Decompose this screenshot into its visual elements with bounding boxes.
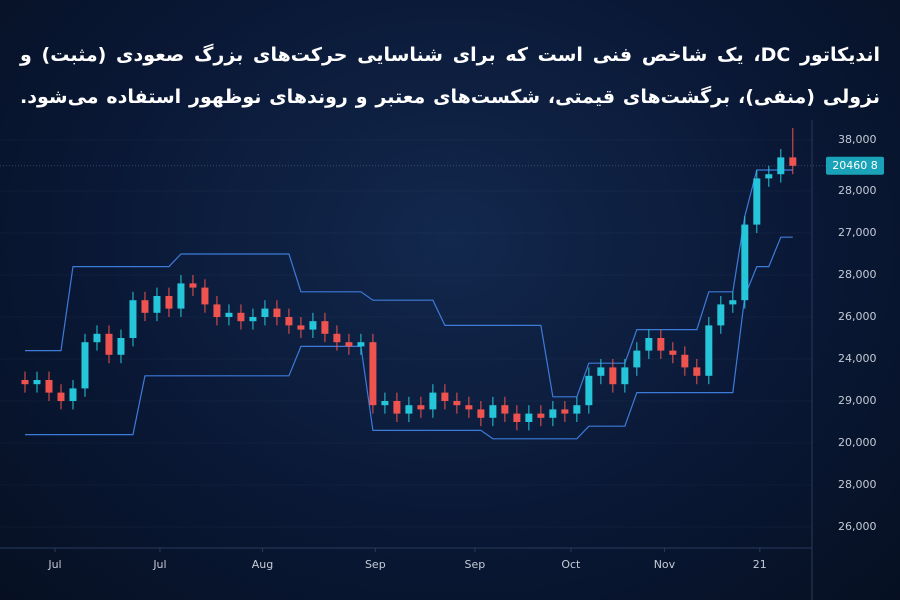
candle-body <box>525 413 533 422</box>
candle-body <box>657 338 665 351</box>
candle-body <box>585 375 593 406</box>
candle-body <box>81 342 89 389</box>
candle-body <box>573 405 581 414</box>
candle-body <box>69 388 77 401</box>
candle-body <box>213 304 221 317</box>
y-tick-label: 29,000 <box>838 394 877 407</box>
candle-body <box>393 401 401 414</box>
candle-body <box>609 367 617 385</box>
candle-body <box>789 157 797 166</box>
candle-body <box>645 338 653 351</box>
candle-body <box>621 367 629 385</box>
candle-body <box>513 413 521 422</box>
candle-body <box>297 325 305 330</box>
candle-body <box>261 308 269 317</box>
candle-body <box>561 409 569 414</box>
candle-body <box>321 321 329 334</box>
candle-body <box>741 224 749 301</box>
candle-body <box>501 405 509 414</box>
candle-body <box>489 405 497 418</box>
y-tick-label: 28,000 <box>838 478 877 491</box>
candle-body <box>333 333 341 343</box>
candle-body <box>465 405 473 410</box>
candle-body <box>669 350 677 355</box>
x-tick-label: Jul <box>47 558 61 571</box>
candle-body <box>693 367 701 376</box>
y-tick-label: 38,000 <box>838 133 877 146</box>
candle-body <box>177 283 185 309</box>
y-tick-label: 26,000 <box>838 310 877 323</box>
x-tick-label: Sep <box>365 558 386 571</box>
candle-body <box>381 401 389 406</box>
y-tick-label: 28,000 <box>838 268 877 281</box>
x-tick-label: Jul <box>152 558 166 571</box>
candle-body <box>441 392 449 401</box>
x-tick-label: Oct <box>561 558 581 571</box>
x-tick-label: Sep <box>465 558 486 571</box>
candle-body <box>45 380 53 393</box>
candle-body <box>117 338 125 355</box>
candle-body <box>729 300 737 305</box>
candle-body <box>369 342 377 406</box>
channel-upper <box>24 169 793 398</box>
last-price-tag <box>826 156 884 175</box>
candle-body <box>153 296 161 313</box>
candle-body <box>681 354 689 368</box>
candle-body <box>753 178 761 225</box>
candle-body <box>249 317 257 322</box>
candle-body <box>345 342 353 347</box>
candle-body <box>141 300 149 313</box>
candle-body <box>453 401 461 406</box>
candle-body <box>309 321 317 330</box>
candle-body <box>765 174 773 179</box>
title: اندیکاتور DC، یک شاخص فنی است که برای شن… <box>20 44 880 108</box>
y-tick-label: 26,000 <box>838 520 877 533</box>
candle-body <box>777 157 785 175</box>
candle-body <box>717 304 725 326</box>
candle-body <box>189 283 197 288</box>
x-tick-label: Aug <box>252 558 273 571</box>
candle-body <box>273 308 281 317</box>
candle-body <box>129 300 137 338</box>
channel-lower <box>24 236 793 440</box>
candle-body <box>477 409 485 418</box>
candle-body <box>237 312 245 322</box>
y-tick-label: 24,000 <box>838 352 877 365</box>
y-tick-label: 20,000 <box>838 436 877 449</box>
candle-body <box>705 325 713 376</box>
candle-body <box>417 405 425 410</box>
candle-body <box>537 413 545 418</box>
candle-body <box>201 287 209 305</box>
x-tick-label: 21 <box>753 558 767 571</box>
candle-body <box>33 380 41 385</box>
y-tick-label: 27,000 <box>838 226 877 239</box>
candle-body <box>549 409 557 418</box>
candle-body <box>633 350 641 368</box>
candle-body <box>57 392 65 401</box>
candle-body <box>21 380 29 385</box>
candle-body <box>105 333 113 355</box>
candle-body <box>405 405 413 414</box>
x-tick-label: Nov <box>654 558 676 571</box>
candle-body <box>285 317 293 326</box>
candle-body <box>597 367 605 376</box>
candle-body <box>93 333 101 343</box>
last-price-label: 20460 8 <box>832 159 878 172</box>
candle-body <box>165 296 173 309</box>
candle-body <box>225 312 233 317</box>
candle-body <box>429 392 437 410</box>
y-tick-label: 28,000 <box>838 184 877 197</box>
candle-body <box>357 342 365 347</box>
